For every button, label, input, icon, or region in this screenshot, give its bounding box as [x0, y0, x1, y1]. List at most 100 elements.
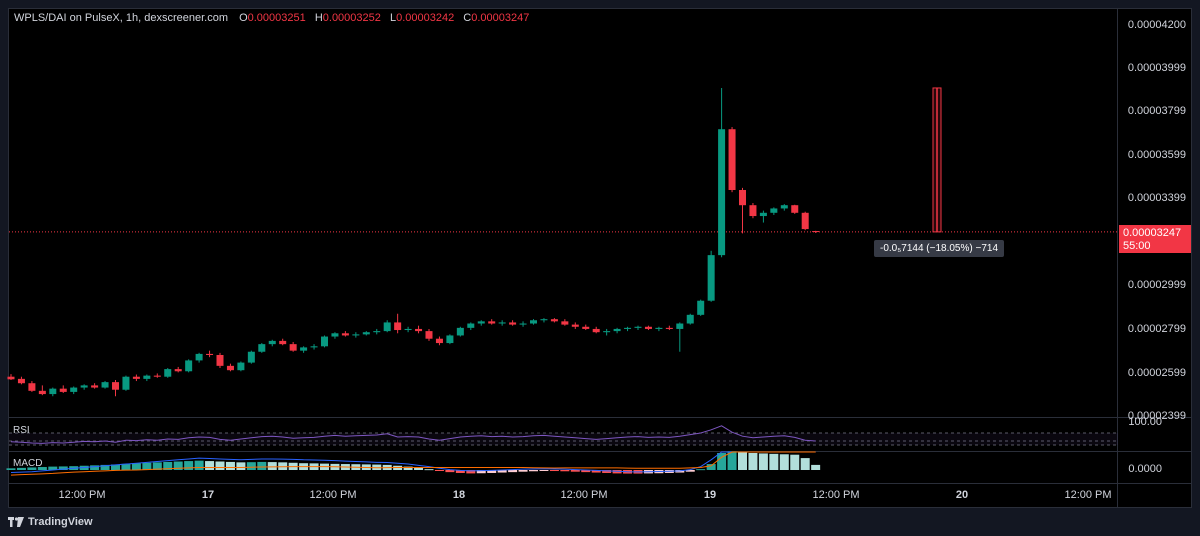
- candle-body: [101, 382, 109, 388]
- macd-label: MACD: [13, 458, 43, 469]
- macd-histogram-bar: [445, 470, 455, 473]
- candle-body: [59, 388, 67, 392]
- candle-body: [759, 212, 767, 217]
- candle-body: [561, 321, 569, 325]
- candle-body: [770, 208, 778, 213]
- candle-body: [519, 323, 527, 325]
- macd-histogram-bar: [560, 470, 570, 472]
- candle-body: [226, 365, 234, 371]
- macd-histogram-bar: [581, 470, 591, 473]
- macd-histogram-bar: [48, 466, 58, 470]
- candle-body: [258, 344, 266, 352]
- candle-body: [592, 328, 600, 333]
- candle-body: [582, 326, 590, 329]
- candle-body: [603, 331, 611, 333]
- candle-body: [268, 340, 276, 345]
- last-price-badge: 0.00003247 55:00: [1119, 225, 1191, 253]
- candle-body: [300, 347, 308, 351]
- candle-body: [185, 360, 193, 372]
- candle-body: [112, 382, 119, 390]
- macd-line: [10, 451, 816, 474]
- macd-histogram-bar: [27, 467, 37, 470]
- macd-histogram-bar: [225, 461, 235, 470]
- candle-body: [812, 231, 820, 233]
- candle-body: [467, 323, 475, 328]
- price-axis[interactable]: [1118, 8, 1192, 508]
- macd-histogram-bar: [748, 453, 758, 470]
- candle-body: [17, 378, 25, 384]
- price-tick: 0.00003999: [1127, 62, 1186, 74]
- macd-histogram-bar: [100, 464, 110, 470]
- candle-body: [195, 353, 203, 361]
- candle-body: [164, 369, 172, 377]
- macd-histogram-bar: [508, 470, 518, 473]
- candle-body: [488, 321, 496, 324]
- candle-body: [373, 331, 381, 333]
- macd-zero-label: 0.0000: [1128, 463, 1162, 475]
- macd-histogram-bar: [257, 461, 267, 470]
- macd-histogram-bar: [163, 461, 173, 470]
- time-tick: 12:00 PM: [812, 489, 860, 501]
- macd-histogram-bar: [414, 467, 424, 470]
- candle-body: [749, 205, 757, 217]
- macd-histogram-bar: [758, 453, 768, 470]
- macd-histogram-bar: [466, 470, 476, 474]
- time-tick: 12:00 PM: [58, 489, 106, 501]
- candle-body: [216, 354, 224, 366]
- macd-histogram-bar: [215, 461, 225, 470]
- macd-histogram-bar: [152, 462, 162, 470]
- candle-body: [446, 335, 454, 344]
- macd-histogram-bar: [696, 469, 706, 471]
- price-tick: 0.00003399: [1127, 192, 1186, 204]
- macd-histogram-bar: [779, 454, 789, 470]
- candle-body: [247, 351, 255, 363]
- time-tick: 18: [452, 489, 466, 501]
- macd-histogram-bar: [246, 462, 256, 470]
- macd-histogram-bar: [685, 470, 695, 472]
- candle-body: [613, 328, 621, 332]
- candle-body: [341, 333, 349, 336]
- time-tick: 12:00 PM: [560, 489, 608, 501]
- macd-histogram-bar: [121, 463, 131, 470]
- rsi-label: RSI: [13, 425, 30, 436]
- candle-body: [739, 189, 746, 206]
- candle-body: [143, 375, 151, 379]
- candle-body: [404, 328, 412, 331]
- candle-body: [91, 385, 99, 388]
- macd-histogram-bar: [518, 470, 528, 472]
- candle-body: [289, 344, 297, 351]
- bar-countdown: 55:00: [1123, 240, 1151, 252]
- footer: TradingView: [8, 516, 93, 528]
- symbol-legend: WPLS/DAI on PulseX, 1h, dexscreener.com …: [14, 12, 535, 24]
- open-label: O: [239, 12, 248, 24]
- macd-histogram-bar: [424, 469, 434, 471]
- high-label: H: [314, 12, 323, 24]
- candle-body: [383, 322, 391, 332]
- macd-histogram-bar: [434, 470, 444, 471]
- candle-body: [394, 322, 402, 331]
- candle-body: [38, 390, 46, 395]
- open-value: 0.00003251: [247, 12, 306, 24]
- macd-histogram-bar: [790, 454, 800, 470]
- macd-histogram-bar: [497, 470, 507, 473]
- price-tick: 0.00002799: [1127, 323, 1186, 335]
- macd-histogram-bar: [90, 465, 100, 470]
- candle-body: [132, 376, 140, 379]
- macd-histogram-bar: [142, 462, 152, 470]
- rsi-band-fill: [9, 433, 1118, 445]
- candle-body: [728, 129, 736, 190]
- candle-body: [7, 376, 15, 380]
- rsi-level-label: 100.00: [1128, 416, 1162, 428]
- macd-histogram-bar: [738, 452, 747, 470]
- macd-histogram-bar: [111, 464, 120, 470]
- measure-tooltip: -0.0₅7144 (−18.05%) −714: [874, 240, 1005, 257]
- macd-histogram-bar: [800, 458, 810, 470]
- candle-body: [676, 323, 684, 329]
- price-tick: 0.00003599: [1127, 149, 1186, 161]
- candle-body: [780, 205, 788, 209]
- macd-histogram-bar: [602, 470, 612, 473]
- candle-body: [49, 388, 57, 395]
- candle-body: [540, 319, 548, 321]
- price-tick: 0.00003799: [1127, 105, 1186, 117]
